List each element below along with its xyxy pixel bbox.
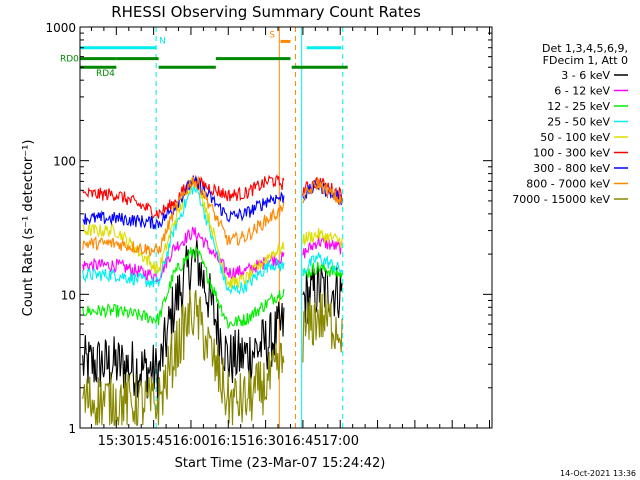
y-tick-label: 1000 bbox=[45, 21, 76, 35]
legend-label-8: 800 - 7000 keV bbox=[526, 178, 610, 191]
legend-label-1: 3 - 6 keV bbox=[561, 69, 610, 82]
legend-label-2: 6 - 12 keV bbox=[554, 85, 610, 98]
legend-label-9: 7000 - 15000 keV bbox=[512, 193, 610, 206]
timestamp: 14-Oct-2021 13:36 bbox=[560, 469, 636, 478]
y-axis-label: Count Rate (s⁻¹ detector⁻¹) bbox=[21, 140, 36, 317]
y-tick-label: 100 bbox=[53, 155, 76, 169]
plot-frame bbox=[79, 26, 493, 429]
x-tick-label: 16:15 bbox=[210, 434, 247, 449]
legend-label-5: 50 - 100 keV bbox=[540, 131, 610, 144]
series-line-9 bbox=[82, 289, 343, 426]
legend-label-4: 25 - 50 keV bbox=[547, 116, 610, 129]
x-tick-label: 16:45 bbox=[284, 434, 321, 449]
x-tick-label: 16:30 bbox=[247, 434, 284, 449]
series-line-1 bbox=[82, 238, 343, 401]
series-line-8 bbox=[82, 176, 343, 258]
plot-area bbox=[80, 27, 348, 428]
x-tick-label: 15:30 bbox=[98, 434, 135, 449]
y-tick-label: 10 bbox=[61, 288, 76, 302]
flag-label-rd0: RD0 bbox=[60, 55, 79, 65]
x-axis-label: Start Time (23-Mar-07 15:24:42) bbox=[175, 456, 386, 471]
legend-label-7: 300 - 800 keV bbox=[533, 162, 610, 175]
y-tick-label: 1 bbox=[68, 422, 76, 436]
flag-label-s: S bbox=[269, 30, 275, 40]
legend-label-3: 12 - 25 keV bbox=[547, 100, 610, 113]
series-line-3 bbox=[82, 246, 343, 330]
flag-label-n: N bbox=[159, 37, 166, 47]
legend: Det 1,3,4,5,6,9,FDecim 1, Att 0 3 - 6 keV… bbox=[512, 42, 628, 206]
legend-header-2: FDecim 1, Att 0 bbox=[543, 54, 628, 67]
flag-label-rd4: RD4 bbox=[96, 69, 115, 79]
series-line-4 bbox=[82, 185, 343, 296]
legend-header-1: Det 1,3,4,5,6,9, bbox=[542, 42, 628, 55]
chart-title: RHESSI Observing Summary Count Rates bbox=[111, 3, 421, 21]
x-tick-label: 16:00 bbox=[172, 434, 209, 449]
x-tick-label: 15:45 bbox=[135, 434, 172, 449]
legend-label-6: 100 - 300 keV bbox=[533, 147, 610, 160]
x-tick-label: 17:00 bbox=[322, 434, 359, 449]
